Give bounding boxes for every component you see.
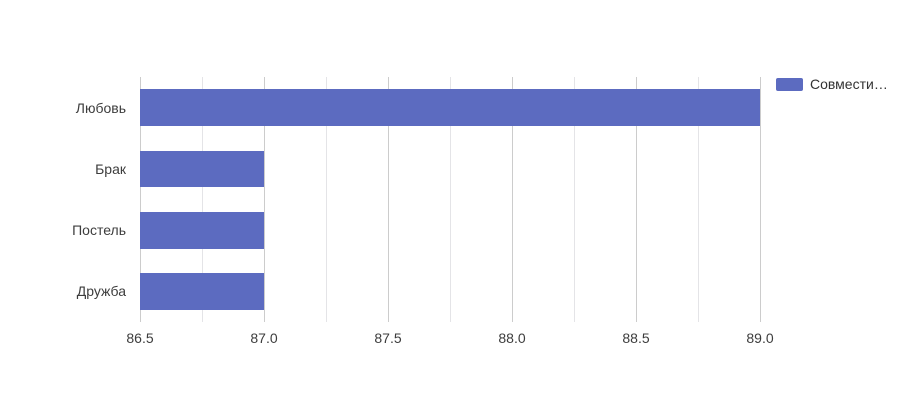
category-label: Дружба <box>76 283 126 300</box>
bar-2[interactable] <box>140 150 264 188</box>
legend-swatch-icon <box>776 77 803 91</box>
major-gridline <box>140 77 141 322</box>
minor-gridline <box>450 77 451 322</box>
major-gridline <box>636 77 637 322</box>
category-label: Постель <box>72 222 126 239</box>
category-label: Брак <box>95 160 126 177</box>
minor-gridline <box>574 77 575 322</box>
legend-item[interactable]: Совмести… <box>776 76 888 92</box>
minor-gridline <box>698 77 699 322</box>
category-label: Любовь <box>75 99 126 116</box>
minor-gridline <box>326 77 327 322</box>
major-gridline <box>264 77 265 322</box>
x-tick-label: 88.5 <box>622 330 650 346</box>
minor-gridline <box>202 77 203 322</box>
bar-4[interactable] <box>140 273 264 310</box>
major-gridline <box>388 77 389 322</box>
x-tick-label: 87.5 <box>374 330 402 346</box>
x-tick-label: 88.0 <box>498 330 526 346</box>
major-gridline <box>760 77 761 322</box>
bar-1[interactable] <box>140 89 760 127</box>
bar-3[interactable] <box>140 211 264 249</box>
plot-area <box>140 77 770 322</box>
x-tick-label: 89.0 <box>746 330 774 346</box>
x-tick-label: 87.0 <box>250 330 278 346</box>
major-gridline <box>512 77 513 322</box>
x-tick-label: 86.5 <box>126 330 154 346</box>
legend-label: Совмести… <box>810 76 888 92</box>
